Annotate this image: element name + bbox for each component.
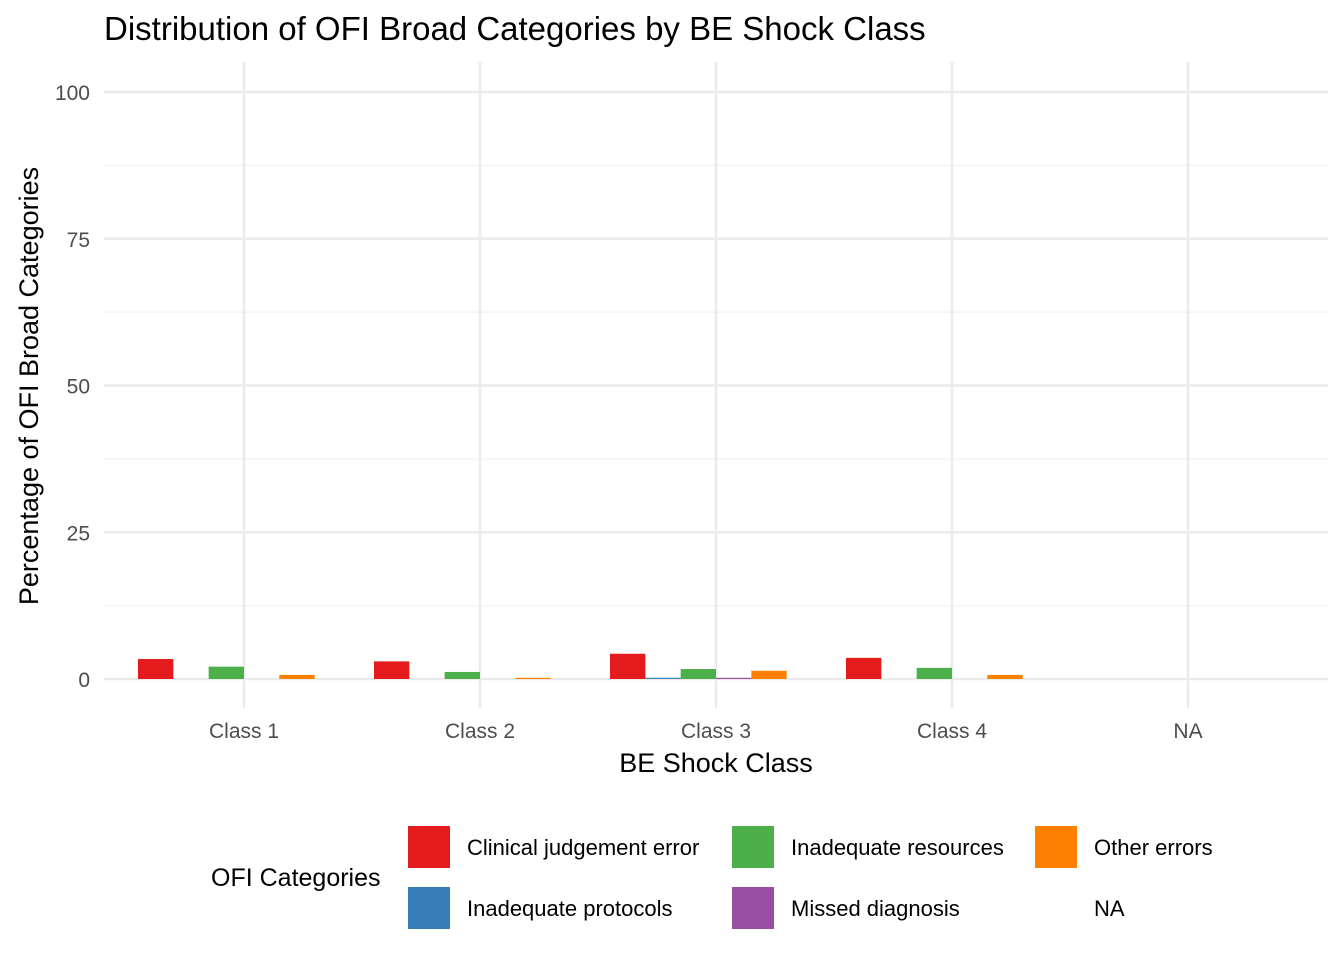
y-axis-ticks: 0 25 50 75 100 — [55, 82, 90, 692]
legend-label: Inadequate resources — [791, 835, 1004, 860]
bar — [515, 677, 551, 679]
bar — [751, 670, 787, 679]
bar — [916, 667, 952, 679]
bar — [610, 653, 646, 679]
bar — [680, 669, 716, 679]
legend-swatch — [732, 887, 774, 929]
bar — [279, 674, 315, 679]
chart-title: Distribution of OFI Broad Categories by … — [104, 10, 926, 47]
x-axis-title: BE Shock Class — [619, 748, 813, 778]
x-axis-ticks: Class 1 Class 2 Class 3 Class 4 NA — [209, 720, 1203, 743]
bar — [138, 659, 174, 679]
grid-lines — [104, 62, 1328, 708]
x-tick-label: NA — [1173, 720, 1202, 743]
bar — [846, 657, 882, 679]
legend-label: NA — [1094, 896, 1125, 921]
legend-swatch — [408, 887, 450, 929]
bar — [444, 671, 480, 679]
y-tick-label: 75 — [67, 229, 90, 252]
y-axis-title: Percentage of OFI Broad Categories — [14, 167, 44, 605]
legend-swatch — [1035, 826, 1077, 868]
legend-entries: Clinical judgement error Inadequate resou… — [408, 826, 1213, 929]
bar — [645, 677, 681, 679]
y-tick-label: 25 — [67, 522, 90, 545]
x-tick-label: Class 3 — [681, 720, 751, 743]
x-tick-label: Class 1 — [209, 720, 279, 743]
legend-label: Clinical judgement error — [467, 835, 699, 860]
legend-swatch — [408, 826, 450, 868]
bar — [987, 674, 1023, 679]
legend-swatch — [732, 826, 774, 868]
legend-label: Inadequate protocols — [467, 896, 673, 921]
legend-title: OFI Categories — [211, 864, 381, 892]
y-tick-label: 0 — [78, 669, 90, 692]
bars — [138, 653, 1023, 679]
bar — [374, 661, 410, 679]
x-tick-label: Class 4 — [917, 720, 987, 743]
x-tick-label: Class 2 — [445, 720, 515, 743]
y-tick-label: 100 — [55, 82, 90, 105]
legend-label: Missed diagnosis — [791, 896, 960, 921]
bar — [716, 677, 752, 679]
legend: OFI Categories Clinical judgement error I… — [211, 826, 1213, 929]
bar — [208, 666, 244, 679]
y-tick-label: 50 — [67, 376, 90, 399]
legend-label: Other errors — [1094, 835, 1213, 860]
